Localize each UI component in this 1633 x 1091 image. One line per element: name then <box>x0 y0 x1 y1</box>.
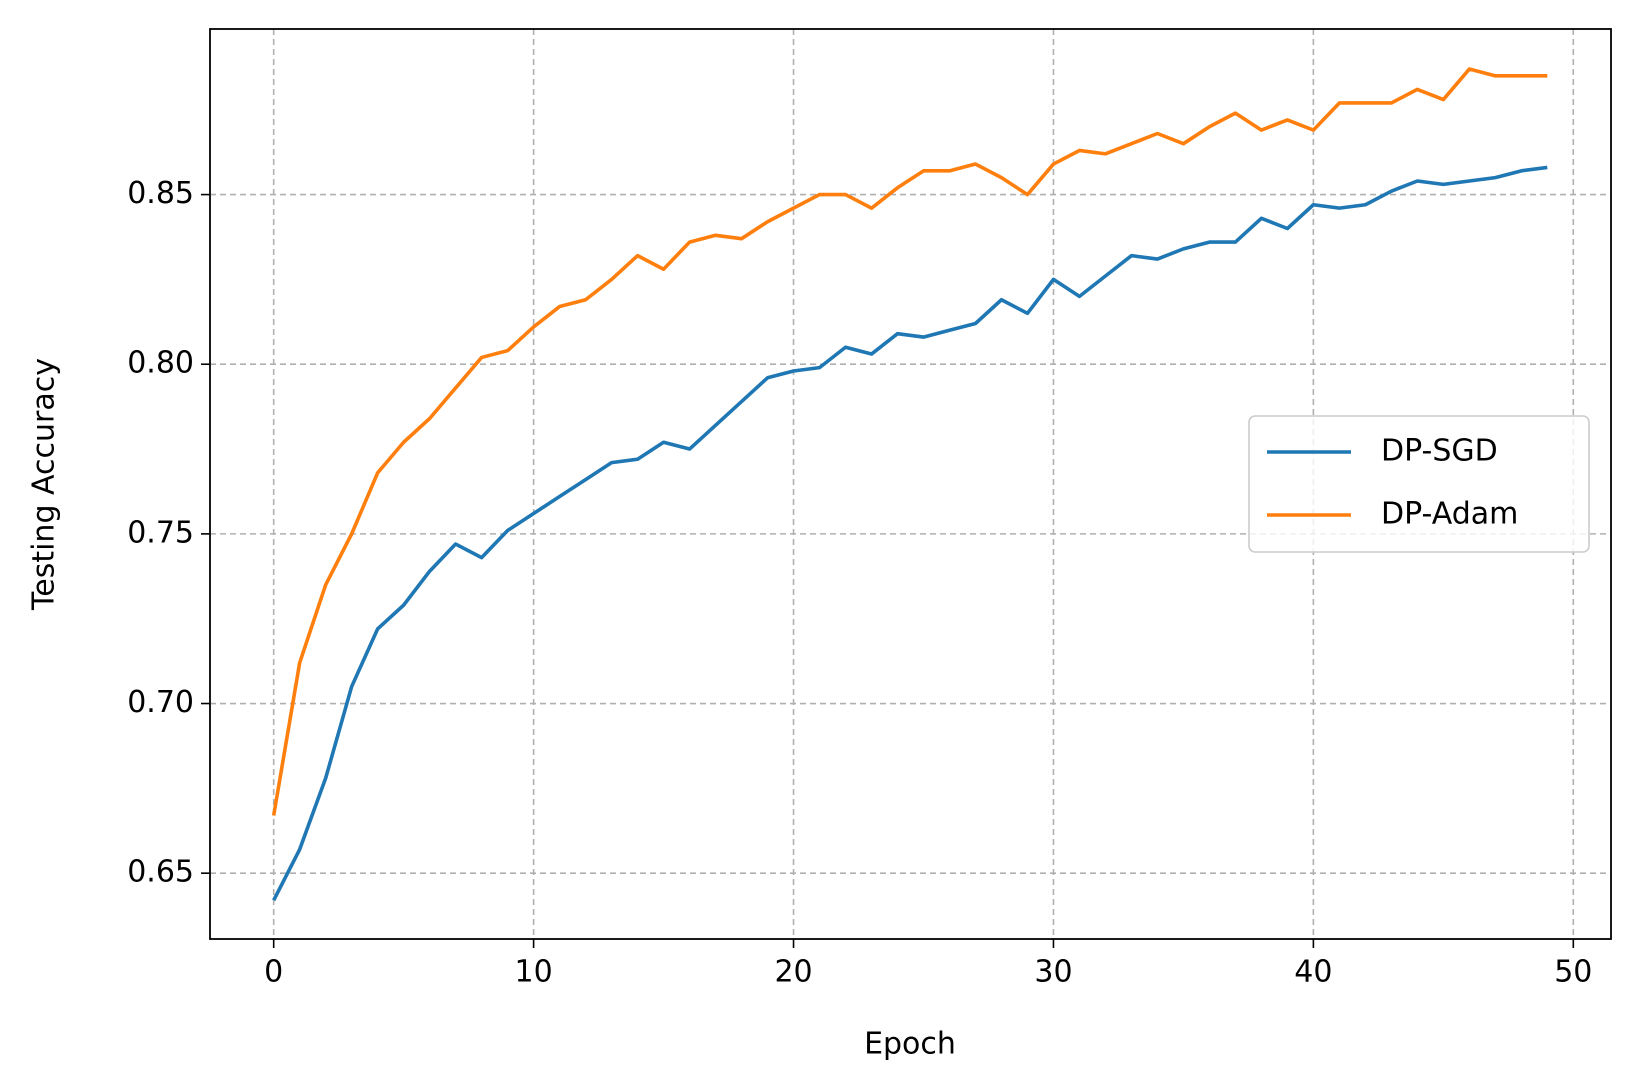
data-line <box>271 67 1548 816</box>
x-axis-label: Epoch <box>864 1027 956 1062</box>
x-tick-label: 10 <box>515 955 553 990</box>
plot-frame <box>209 28 1612 940</box>
x-tick-label: 40 <box>1294 955 1332 990</box>
x-tick-label: 0 <box>264 955 283 990</box>
y-tick-label: 0.65 <box>127 855 194 890</box>
y-tick-label: 0.85 <box>127 176 194 211</box>
y-tick-label: 0.70 <box>127 685 194 720</box>
x-tick-label: 20 <box>774 955 812 990</box>
legend-label: DP-SGD <box>1381 434 1498 469</box>
x-tick-label: 30 <box>1034 955 1072 990</box>
legend: DP-SGD DP-Adam <box>1248 415 1590 553</box>
y-axis-label: Testing Accuracy <box>27 358 62 611</box>
y-tick-label: 0.75 <box>127 515 194 550</box>
x-tick-label: 50 <box>1554 955 1592 990</box>
legend-frame <box>1248 415 1590 553</box>
y-tick-label: 0.80 <box>127 346 194 381</box>
legend-label: DP-Adam <box>1381 497 1518 532</box>
data-line <box>272 165 1548 902</box>
